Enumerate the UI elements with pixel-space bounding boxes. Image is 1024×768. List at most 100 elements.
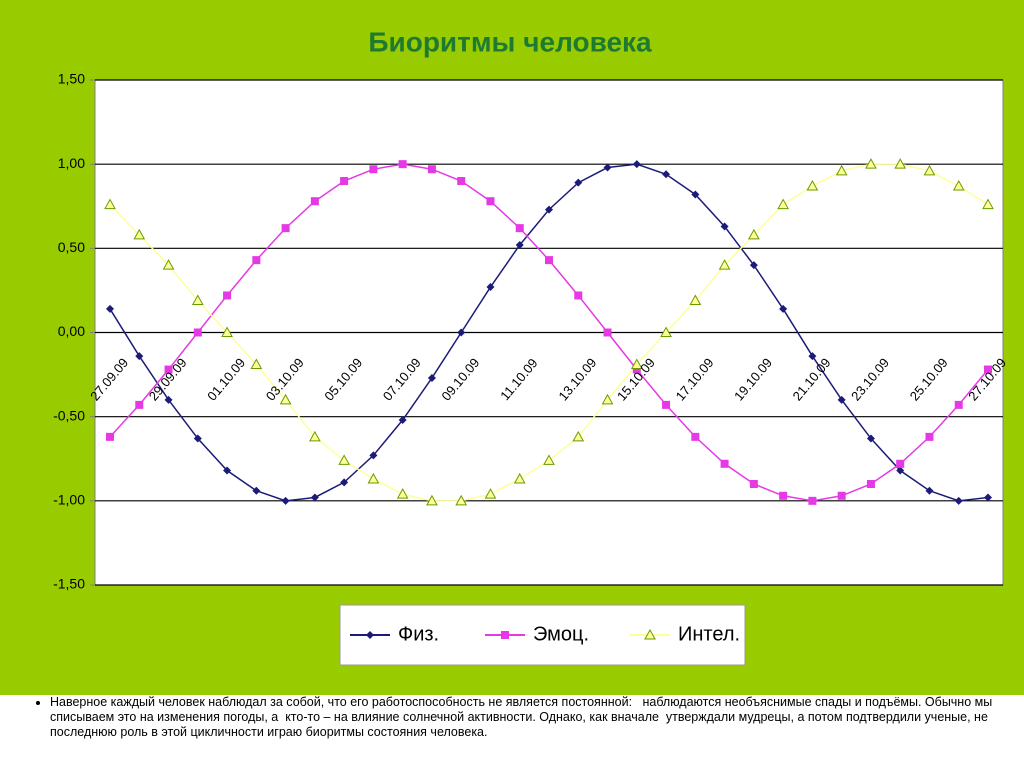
data-point bbox=[720, 222, 729, 231]
data-point bbox=[369, 165, 378, 174]
data-point bbox=[720, 459, 729, 468]
data-point bbox=[133, 228, 146, 240]
data-point bbox=[223, 291, 232, 300]
data-point bbox=[806, 180, 819, 191]
y-tick-label: 0,00 bbox=[58, 323, 85, 339]
chart: Биоритмы человека -1,50 -1,00 -0,50 0,00 0,5… bbox=[0, 0, 1024, 695]
data-point bbox=[515, 224, 524, 233]
data-point bbox=[367, 472, 380, 484]
data-point bbox=[252, 256, 261, 265]
data-point bbox=[426, 494, 438, 506]
data-point bbox=[106, 432, 114, 441]
data-point bbox=[221, 326, 233, 337]
data-point bbox=[777, 198, 789, 210]
data-point bbox=[193, 328, 202, 337]
data-point bbox=[574, 178, 583, 187]
y-tick-label: 1,00 bbox=[58, 155, 85, 171]
data-point bbox=[808, 352, 817, 361]
data-point bbox=[662, 170, 671, 179]
legend-marker bbox=[366, 631, 374, 639]
data-point bbox=[603, 328, 612, 337]
data-point bbox=[748, 228, 760, 240]
data-point bbox=[340, 478, 349, 487]
caption: Наверное каждый человек наблюдал за собо… bbox=[50, 695, 1000, 740]
caption-list: Наверное каждый человек наблюдал за собо… bbox=[0, 695, 1024, 740]
data-point bbox=[691, 432, 700, 441]
data-point bbox=[866, 434, 875, 443]
data-point bbox=[545, 205, 553, 214]
data-point bbox=[837, 395, 846, 404]
chart-title: Биоритмы человека bbox=[368, 26, 652, 57]
data-point bbox=[662, 400, 671, 409]
data-point bbox=[427, 165, 436, 174]
data-point bbox=[925, 486, 934, 495]
data-point bbox=[457, 328, 466, 337]
data-point bbox=[689, 294, 702, 306]
data-point bbox=[543, 454, 555, 465]
data-point bbox=[457, 177, 466, 185]
data-point bbox=[486, 283, 495, 292]
data-point bbox=[954, 400, 963, 409]
data-point bbox=[281, 224, 290, 233]
data-point bbox=[925, 432, 934, 441]
data-point bbox=[135, 400, 144, 409]
data-point bbox=[894, 158, 907, 169]
data-point bbox=[896, 466, 905, 475]
data-point bbox=[164, 395, 173, 404]
data-point bbox=[279, 393, 292, 405]
data-point bbox=[281, 496, 290, 505]
y-tick-label: -1,50 bbox=[53, 576, 85, 592]
data-point bbox=[984, 365, 992, 374]
data-point bbox=[574, 291, 583, 300]
data-point bbox=[630, 358, 643, 369]
data-point bbox=[632, 160, 641, 169]
data-point bbox=[749, 480, 758, 488]
y-tick-label: 1,50 bbox=[58, 71, 85, 87]
data-point bbox=[808, 496, 817, 505]
legend-label: Эмоц. bbox=[533, 623, 589, 645]
data-point bbox=[749, 261, 758, 270]
data-point bbox=[193, 434, 202, 443]
data-point bbox=[338, 454, 350, 465]
data-point bbox=[545, 256, 553, 265]
legend-marker bbox=[501, 631, 509, 639]
y-tick-label: -1,00 bbox=[53, 492, 85, 508]
data-point bbox=[572, 430, 585, 442]
data-point bbox=[398, 160, 407, 169]
data-point bbox=[135, 352, 144, 361]
data-point bbox=[896, 459, 905, 468]
legend bbox=[339, 604, 746, 666]
data-point bbox=[164, 365, 173, 374]
data-point bbox=[191, 294, 204, 306]
data-point bbox=[223, 466, 232, 475]
data-point bbox=[369, 451, 378, 460]
data-point bbox=[691, 190, 700, 199]
data-point bbox=[398, 416, 407, 425]
data-point bbox=[513, 472, 526, 484]
data-point bbox=[252, 486, 261, 495]
y-tick-label: 0,50 bbox=[58, 239, 85, 255]
data-point bbox=[455, 494, 468, 506]
data-point bbox=[865, 158, 877, 169]
data-point bbox=[779, 491, 788, 500]
data-point bbox=[660, 326, 672, 337]
data-point bbox=[104, 198, 116, 210]
data-point bbox=[954, 496, 963, 505]
data-point bbox=[310, 493, 319, 502]
data-point bbox=[250, 358, 263, 369]
data-point bbox=[779, 304, 788, 313]
data-point bbox=[982, 198, 994, 210]
data-point bbox=[866, 480, 875, 488]
data-point bbox=[515, 240, 524, 249]
legend-marker bbox=[644, 628, 656, 640]
data-point bbox=[984, 493, 992, 502]
legend-label: Интел. bbox=[678, 623, 740, 645]
data-point bbox=[162, 259, 175, 270]
data-point bbox=[718, 259, 731, 270]
data-point bbox=[601, 393, 614, 405]
data-point bbox=[923, 164, 936, 176]
data-point bbox=[340, 177, 349, 185]
y-tick-label: -0,50 bbox=[53, 407, 85, 423]
data-point bbox=[310, 197, 319, 206]
